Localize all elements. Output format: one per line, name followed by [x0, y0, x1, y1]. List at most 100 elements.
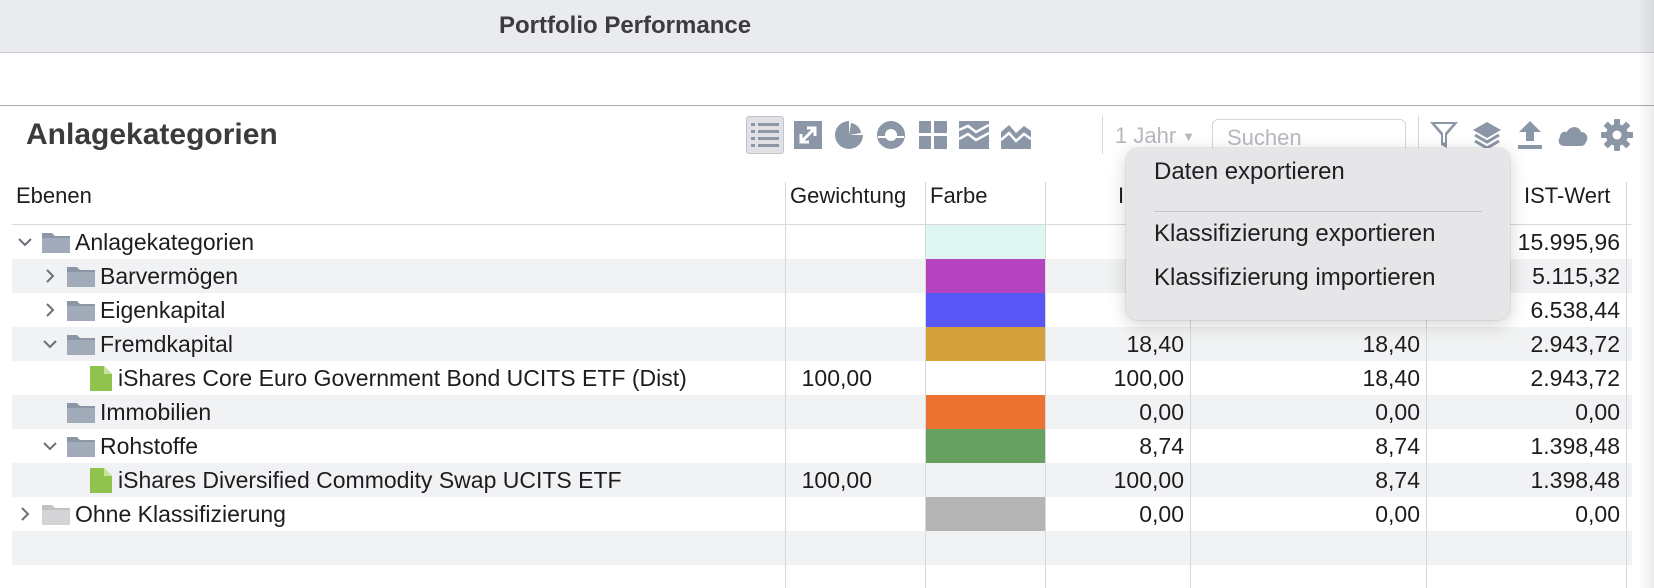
cell-ist-prozent-gesamt: 8,74 [1375, 433, 1420, 459]
security-icon [90, 468, 112, 493]
column-divider [1626, 182, 1627, 588]
toolbar-separator [1418, 116, 1419, 154]
expand-icon[interactable] [789, 116, 827, 154]
tree-row-category[interactable]: Ohne Klassifizierung 0,00 0,00 0,00 [12, 497, 1632, 531]
chevron-down-icon: ▼ [1182, 129, 1196, 144]
cell-ist-prozent: 8,74 [1139, 433, 1184, 459]
color-swatch[interactable] [926, 395, 1045, 429]
column-header-farbe[interactable]: Farbe [930, 183, 988, 208]
cell-gewichtung [786, 429, 872, 463]
period-label: 1 Jahr [1115, 123, 1177, 148]
column-header-ist-wert[interactable]: IST-Wert [1524, 183, 1611, 208]
cell-ist-prozent: 100,00 [1113, 467, 1184, 493]
menu-item-klassifizierung-importieren[interactable]: Klassifizierung importieren [1154, 264, 1436, 291]
row-label: Ohne Klassifizierung [75, 501, 286, 527]
cell-gewichtung [786, 259, 872, 293]
column-divider [785, 182, 786, 588]
menu-separator [1154, 211, 1482, 212]
tree-row-security[interactable]: iShares Core Euro Government Bond UCITS … [12, 361, 1632, 395]
color-swatch[interactable] [926, 429, 1045, 463]
folder-icon [42, 233, 70, 253]
tree-row-category[interactable]: Fremdkapital 18,40 18,40 2.943,72 [12, 327, 1632, 361]
cell-gewichtung: 100,00 [801, 467, 872, 493]
chevron-down-icon[interactable] [41, 335, 59, 353]
row-label: Immobilien [100, 399, 212, 425]
security-icon [90, 366, 112, 391]
folder-icon [67, 403, 95, 423]
list-icon[interactable] [746, 116, 784, 154]
folder-icon [67, 335, 95, 355]
cell-ist-wert: 1.398,48 [1530, 433, 1620, 459]
view-title: Anlagekategorien [26, 118, 278, 151]
chevron-down-icon[interactable] [16, 233, 34, 251]
cell-ist-prozent: 0,00 [1139, 501, 1184, 527]
header-divider [12, 224, 1632, 225]
column-header-ist-prozent[interactable]: I [1118, 183, 1125, 208]
cell-ist-prozent-gesamt: 18,40 [1362, 365, 1420, 391]
column-divider [1045, 182, 1046, 588]
chevron-right-icon[interactable] [16, 505, 34, 523]
folder-icon [42, 505, 70, 525]
color-swatch[interactable] [926, 225, 1045, 259]
treemap-icon[interactable] [914, 116, 952, 154]
cell-ist-prozent: 18,40 [1126, 331, 1184, 357]
window-titlebar: Portfolio Performance [0, 0, 1654, 53]
color-swatch[interactable] [926, 497, 1045, 531]
cell-ist-wert: 2.943,72 [1530, 365, 1620, 391]
search-input[interactable]: Suchen [1212, 119, 1406, 153]
cell-ist-wert: 2.943,72 [1530, 331, 1620, 357]
layers-icon[interactable] [1468, 116, 1506, 154]
cell-gewichtung: 100,00 [801, 365, 872, 391]
export-menu: Daten exportieren Klassifizierung export… [1126, 148, 1510, 320]
color-swatch[interactable] [926, 327, 1045, 361]
column-divider [1190, 182, 1191, 588]
cell-gewichtung [786, 395, 872, 429]
tree-row-security[interactable]: iShares Diversified Commodity Swap UCITS… [12, 463, 1632, 497]
chevron-right-icon[interactable] [41, 267, 59, 285]
column-header-gewichtung[interactable]: Gewichtung [790, 183, 907, 208]
cell-ist-wert: 15.995,96 [1517, 229, 1620, 255]
tree-row-category[interactable]: Rohstoffe 8,74 8,74 1.398,48 [12, 429, 1632, 463]
cell-ist-wert: 5.115,32 [1532, 263, 1620, 289]
cell-ist-prozent-gesamt: 18,40 [1362, 331, 1420, 357]
chevron-right-icon[interactable] [41, 301, 59, 319]
row-label: Anlagekategorien [75, 229, 255, 255]
cell-ist-prozent-gesamt: 0,00 [1375, 399, 1420, 425]
toolbar-separator [1102, 116, 1103, 154]
cell-gewichtung [786, 327, 872, 361]
row-label: Barvermögen [100, 263, 239, 289]
row-label: Eigenkapital [100, 297, 226, 323]
row-label: Rohstoffe [100, 433, 199, 459]
folder-icon [67, 437, 95, 457]
cell-ist-wert: 6.538,44 [1530, 297, 1620, 323]
area-chart-icon[interactable] [997, 116, 1035, 154]
filter-icon[interactable] [1425, 116, 1463, 154]
column-header-ebenen[interactable]: Ebenen [16, 183, 92, 208]
column-divider [925, 182, 926, 588]
cell-ist-wert: 0,00 [1575, 501, 1620, 527]
color-swatch[interactable] [926, 259, 1045, 293]
export-icon[interactable] [1511, 116, 1549, 154]
column-divider [1426, 182, 1427, 588]
pie-chart-icon[interactable] [830, 116, 868, 154]
empty-row [12, 531, 1632, 565]
cell-gewichtung [786, 293, 872, 327]
folder-icon [67, 267, 95, 287]
donut-chart-icon[interactable] [872, 116, 910, 154]
chevron-down-icon[interactable] [41, 437, 59, 455]
row-label: iShares Core Euro Government Bond UCITS … [118, 365, 687, 391]
window-title: Portfolio Performance [499, 12, 752, 39]
gear-icon[interactable] [1598, 116, 1636, 154]
tree-row-category[interactable]: Immobilien 0,00 0,00 0,00 [12, 395, 1632, 429]
cloud-icon[interactable] [1554, 116, 1592, 154]
cell-ist-prozent-gesamt: 8,74 [1375, 467, 1420, 493]
menu-item-klassifizierung-exportieren[interactable]: Klassifizierung exportieren [1154, 220, 1436, 247]
cell-ist-prozent: 100,00 [1113, 365, 1184, 391]
cell-gewichtung [786, 225, 872, 259]
stacked-area-icon[interactable] [955, 116, 993, 154]
menu-item-daten-exportieren[interactable]: Daten exportieren [1154, 158, 1345, 185]
period-selector[interactable]: 1 Jahr ▼ [1115, 123, 1195, 149]
color-swatch[interactable] [926, 293, 1045, 327]
cell-ist-wert: 0,00 [1575, 399, 1620, 425]
cell-gewichtung [786, 497, 872, 531]
